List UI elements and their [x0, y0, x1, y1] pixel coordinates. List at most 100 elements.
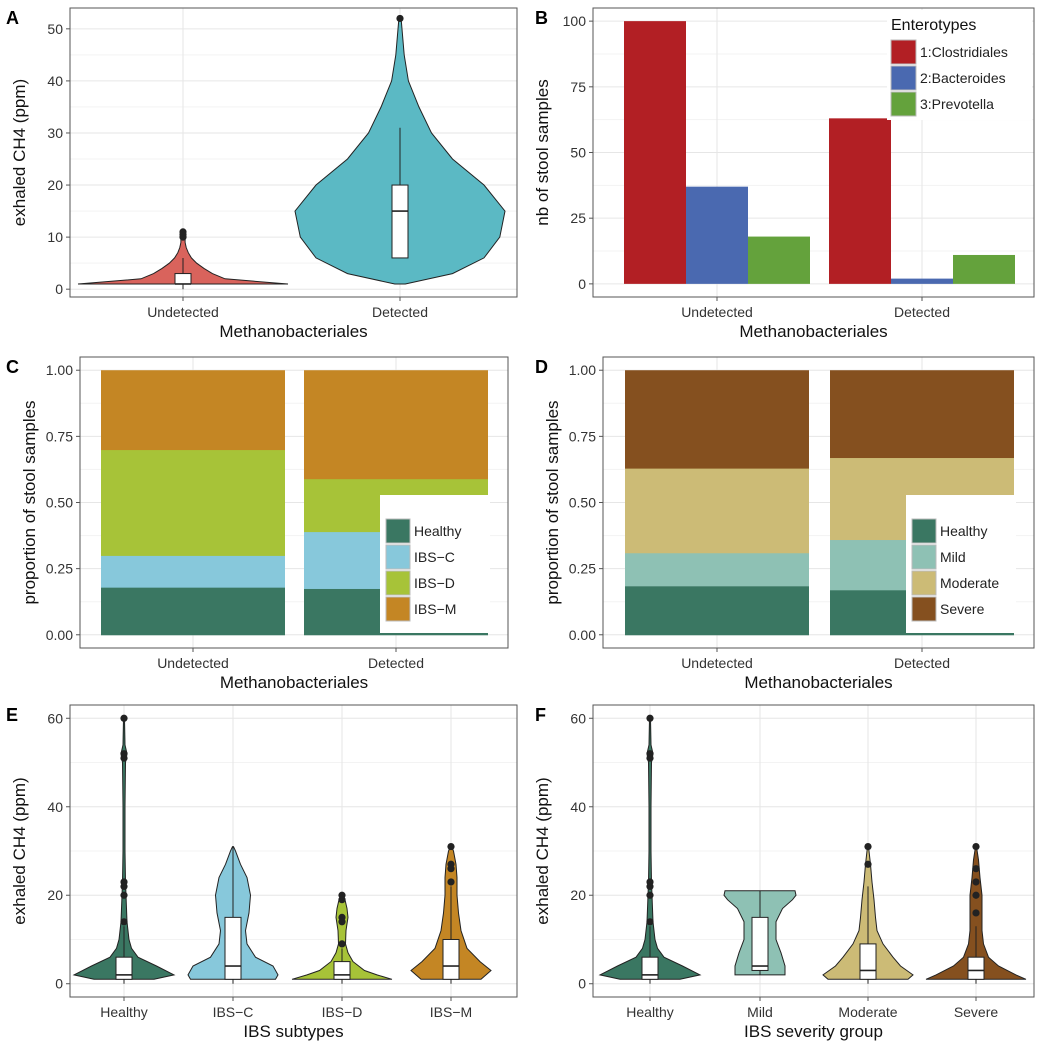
legend-swatch — [385, 596, 411, 622]
legend-label: IBS−M — [414, 601, 456, 617]
y-tick-label: 60 — [47, 710, 63, 726]
y-tick-label: 20 — [47, 177, 63, 193]
x-tick-label: Detected — [372, 304, 428, 320]
outlier-point — [179, 228, 187, 236]
outlier-point — [972, 909, 980, 917]
y-axis-label: exhaled CH4 (ppm) — [10, 79, 29, 226]
stacked-bar-segment — [625, 468, 809, 554]
outlier-point — [120, 750, 128, 758]
y-axis-label: exhaled CH4 (ppm) — [10, 777, 29, 924]
box — [751, 916, 769, 971]
y-tick-label: 50 — [47, 21, 63, 37]
y-tick-label: 0.00 — [569, 627, 596, 643]
panel-letter: A — [6, 8, 19, 28]
outlier-point — [338, 891, 346, 899]
legend-label: 3:Prevotella — [920, 96, 994, 112]
y-tick-label: 40 — [47, 799, 63, 815]
y-tick-label: 50 — [570, 145, 586, 161]
stacked-bar-segment — [101, 555, 285, 588]
outlier-point — [864, 860, 872, 868]
legend-swatch — [890, 65, 917, 91]
box — [115, 956, 133, 980]
x-tick-label: IBS−D — [322, 1004, 363, 1020]
stacked-bar-segment — [625, 370, 809, 469]
panel-a: 0 10 20 30 40 50 Undetected Detected Methanobact… — [6, 7, 518, 341]
x-axis-label: IBS severity group — [744, 1022, 883, 1041]
y-axis-label: nb of stool samples — [533, 79, 552, 225]
y-tick-label: 40 — [47, 73, 63, 89]
outlier-point — [646, 891, 654, 899]
panel-f: 0 20 40 60 Healthy Mild Moderate Severe IBS seve… — [533, 704, 1035, 1041]
x-axis-label: Methanobacteriales — [744, 673, 892, 692]
legend-label: 2:Bacteroides — [920, 70, 1006, 86]
bar — [891, 278, 953, 284]
box — [859, 943, 877, 980]
outlier-point — [120, 891, 128, 899]
outlier-point — [972, 891, 980, 899]
panel-letter: D — [535, 357, 548, 377]
x-tick-label: Healthy — [100, 1004, 147, 1020]
box — [174, 273, 192, 285]
stacked-bar-segment — [304, 370, 488, 480]
legend-label: Moderate — [940, 575, 999, 591]
stacked-bar-segment — [625, 552, 809, 587]
box — [967, 956, 985, 980]
y-tick-label: 0.75 — [46, 428, 73, 444]
outlier-point — [972, 865, 980, 873]
box — [224, 916, 242, 980]
plot-border — [69, 704, 518, 998]
outlier-point — [972, 842, 980, 851]
bar — [829, 118, 891, 284]
outlier-point — [338, 913, 346, 921]
outlier-point — [646, 878, 654, 886]
y-axis-label: exhaled CH4 (ppm) — [533, 777, 552, 924]
y-tick-label: 25 — [570, 210, 586, 226]
outlier-point — [447, 878, 455, 886]
x-axis-label: Methanobacteriales — [739, 322, 887, 341]
legend-swatch — [911, 544, 937, 570]
bar — [953, 254, 1015, 284]
y-tick-label: 0 — [55, 281, 63, 297]
stacked-bar-segment — [625, 585, 809, 636]
outlier-point — [447, 860, 455, 868]
x-tick-label: Undetected — [681, 655, 753, 671]
x-tick-label: Mild — [747, 1004, 773, 1020]
bar — [748, 236, 810, 284]
outlier-point — [396, 14, 404, 23]
outlier-point — [972, 878, 980, 886]
y-tick-label: 10 — [47, 229, 63, 245]
legend-swatch — [911, 596, 937, 622]
plot-border — [69, 7, 518, 298]
legend-label: 1:Clostridiales — [920, 44, 1008, 60]
box — [391, 184, 409, 259]
y-tick-label: 1.00 — [569, 362, 596, 378]
legend-swatch — [911, 570, 937, 596]
panel-letter: B — [535, 8, 548, 28]
legend-label: Severe — [940, 601, 985, 617]
y-tick-label: 0.50 — [46, 495, 73, 511]
box — [333, 961, 351, 980]
legend-swatch — [911, 518, 937, 544]
y-tick-label: 0 — [578, 976, 586, 992]
bar — [624, 21, 686, 284]
legend: Healthy Mild Moderate Severe — [906, 495, 1016, 633]
y-tick-label: 75 — [570, 79, 586, 95]
y-tick-label: 30 — [47, 125, 63, 141]
outlier-point — [338, 940, 346, 948]
legend-label: Mild — [940, 549, 966, 565]
y-tick-label: 0.75 — [569, 428, 596, 444]
panel-letter: F — [535, 705, 546, 725]
outlier-point — [120, 714, 128, 722]
x-tick-label: Moderate — [838, 1004, 897, 1020]
outlier-point — [646, 714, 654, 722]
outlier-point — [120, 878, 128, 886]
y-tick-label: 100 — [563, 13, 587, 29]
legend-swatch — [385, 544, 411, 570]
x-tick-label: Undetected — [681, 304, 753, 320]
legend: Enterotypes 1:Clostridiales 2:Bacteroides 3… — [887, 10, 1032, 120]
x-axis-label: Methanobacteriales — [219, 322, 367, 341]
outlier-point — [646, 918, 654, 926]
legend-label: IBS−D — [414, 575, 455, 591]
y-axis-label: proportion of stool samples — [20, 400, 39, 604]
outlier-point — [447, 842, 455, 851]
